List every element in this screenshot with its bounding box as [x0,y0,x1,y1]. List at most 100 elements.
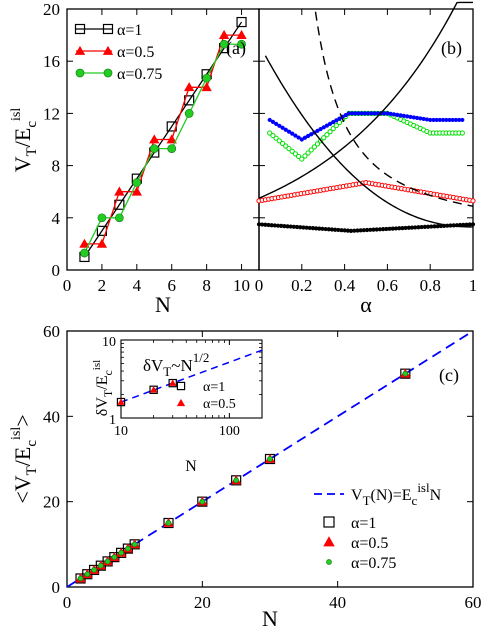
inset-ylabel: δVT/Ecisl [91,360,115,416]
x-tick-label: 0 [255,276,264,295]
panel-b-dot-3 [372,111,377,116]
y-tick-label: 20 [43,493,60,512]
inset-legend-marker [176,381,186,391]
panel-b-dot-2 [267,130,273,136]
panel-b-dot-2 [314,141,321,147]
legend-label: α=0.75 [117,66,162,83]
panel-b-dot-0 [352,228,357,233]
panel-b-dot-0 [368,227,373,232]
panel-c-legend: VT(N)=EcislN α=1 α=0.5 α=0.75 [314,480,442,572]
panel-b-dot-3 [418,116,423,121]
panel-c-tag: (c) [439,365,459,386]
panel-b-dot-3 [421,116,426,122]
x-tick-label: 0.6 [377,276,398,295]
panel-b-dot-3 [321,125,326,130]
x-tick-label: 1 [469,276,478,295]
panel-b-dot-3 [362,111,368,116]
x-tick-label: 60 [465,593,482,612]
panel-b-dot-3 [286,129,292,134]
panel-b-dot-3 [450,117,455,123]
panel-a-point [218,29,230,39]
x-tick-label: 0 [63,593,72,612]
panel-b-dot-0 [301,225,306,230]
panel-b-dot-0 [397,226,402,231]
legend-label: α=0.5 [351,535,388,552]
panel-a-point [184,82,195,92]
legend-marker [326,559,332,565]
panel-b-dot-3 [447,117,452,123]
panel-b-dot-0 [336,227,341,233]
panel-b-dot-0 [339,228,344,233]
panel-c-point [91,567,97,573]
panel-b-curve-1 [264,55,474,228]
panel-b-dot-2 [459,130,465,136]
y-tick-label: 60 [43,322,60,341]
panel-a-point [79,238,90,248]
panel-b-dot-0 [403,225,408,231]
panel-b-dot-3 [434,117,439,123]
panel-a-point [149,134,160,144]
panel-a-point [166,134,177,144]
panel-b-dot-0 [329,227,335,232]
panel-c-point [402,370,409,377]
panel-b-curve-0 [258,1,473,199]
panel-b-dot-2 [283,143,289,149]
inset-plot [116,349,263,407]
panel-b-dot-0 [387,226,392,231]
panel-a-xlabel: N [155,292,171,317]
panel-b-dot-2 [292,151,298,157]
inset-annotation: δVT~N1/2 [143,350,209,379]
panel-b-dot-0 [326,227,331,232]
panel-b-dot-3 [382,111,387,116]
panel-b-dot-3 [327,121,333,126]
inset-point [117,398,125,405]
panel-c-point [199,498,206,505]
panel-b-dot-2 [276,138,282,144]
panel-b-dot-3 [349,111,355,116]
panel-b-dot-0 [425,224,431,229]
panel-b-frame [258,8,474,271]
panel-b-dot-0 [294,224,300,230]
panel-b-dot-0 [374,227,379,232]
panel-b-dot-3 [270,119,276,124]
panel-b-dot-0 [282,224,287,229]
x-tick-label: 10 [233,276,250,295]
panel-b-dot-2 [299,156,305,162]
panel-b-dot-2 [270,132,276,139]
inset-xlabel: N [185,458,197,475]
y-tick-label: 8 [52,157,61,176]
panel-b-dot-0 [461,222,466,227]
y-tick-label: 12 [43,104,60,123]
panel-b-dot-0 [381,227,386,232]
inset-legend-label: α=0.5 [203,397,236,412]
panel-b-dot-3 [267,117,272,123]
legend-fit-label: VT(N)=EcislN [351,480,442,508]
panel-b-dot-0 [435,224,440,229]
legend-marker [323,516,335,528]
panel-c-point [233,477,239,484]
panel-b-dot-0 [298,225,303,230]
panel-a-point [80,248,89,258]
panel-b-dot-2 [324,132,330,138]
legend-marker [74,45,86,55]
panel-c-ylabel: <VT/Ecisl> [9,414,40,503]
panel-b-dot-3 [391,112,397,117]
panel-b-dot-0 [256,222,262,227]
panel-a-point [236,29,247,39]
panel-c-point [165,520,172,526]
panel-c-point [125,545,131,552]
panel-b-dot-3 [453,117,458,123]
x-tick-label: 20 [194,593,211,612]
panel-b-dot-0 [406,225,411,230]
panel-b: 0 0.2 0.4 0.6 0.8 1 (b) α [255,1,478,317]
panel-b-dot-0 [364,227,370,233]
y-tick-label: 16 [43,52,60,71]
x-tick-label: 0 [63,276,72,295]
panel-b-dot-0 [355,228,360,233]
panel-b-dot-0 [371,227,376,232]
y-tick-label: 1 [109,413,116,428]
panel-b-dot-3 [343,113,348,118]
panel-a-point [96,238,108,248]
panel-b-dot-2 [308,147,314,153]
